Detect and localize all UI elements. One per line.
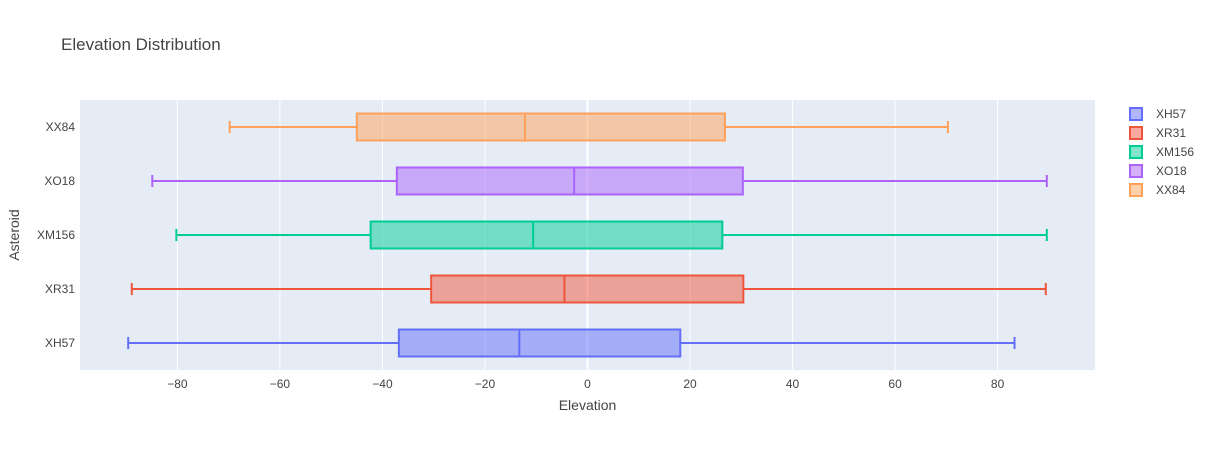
x-tick-label: 20 [683, 377, 697, 391]
legend-item-xx84[interactable]: XX84 [1129, 183, 1186, 197]
legend-item-xr31[interactable]: XR31 [1129, 126, 1186, 140]
legend-swatch [1129, 126, 1143, 140]
x-axis-ticks: −80 −60 −40 −20 0 20 40 60 80 [167, 377, 1004, 391]
legend-label: XH57 [1156, 107, 1186, 121]
iqr-box [355, 112, 726, 142]
y-tick-label: XH57 [45, 336, 75, 350]
x-axis-label: Elevation [559, 397, 617, 413]
x-tick-label: 80 [991, 377, 1005, 391]
y-axis-ticks: XH57 XR31 XM156 XO18 XX84 [37, 120, 75, 350]
y-tick-label: XR31 [45, 282, 75, 296]
chart-title: Elevation Distribution [61, 35, 221, 54]
iqr-box [369, 220, 724, 250]
box-xx84[interactable] [228, 112, 949, 142]
y-axis-label: Asteroid [6, 209, 22, 260]
legend-label: XX84 [1156, 183, 1186, 197]
x-tick-label: −40 [372, 377, 393, 391]
box-xo18[interactable] [151, 166, 1048, 196]
legend-swatch [1129, 183, 1143, 197]
box-xr31[interactable] [130, 274, 1047, 304]
legend-item-xh57[interactable]: XH57 [1129, 107, 1186, 121]
legend-swatch [1129, 164, 1143, 178]
iqr-box [395, 166, 744, 196]
x-tick-label: 60 [888, 377, 902, 391]
x-tick-label: −80 [167, 377, 188, 391]
iqr-box [397, 328, 682, 358]
box-xm156[interactable] [175, 220, 1048, 250]
legend-label: XM156 [1156, 145, 1194, 159]
legend-label: XO18 [1156, 164, 1187, 178]
legend-item-xo18[interactable]: XO18 [1129, 164, 1187, 178]
box-xh57[interactable] [127, 328, 1016, 358]
legend-label: XR31 [1156, 126, 1186, 140]
y-tick-label: XM156 [37, 228, 75, 242]
legend-item-xm156[interactable]: XM156 [1129, 145, 1194, 159]
y-tick-label: XO18 [44, 174, 75, 188]
legend-swatch [1129, 107, 1143, 121]
legend-swatch [1129, 145, 1143, 159]
x-tick-label: −60 [270, 377, 291, 391]
x-tick-label: −20 [475, 377, 496, 391]
legend[interactable]: XH57 XR31 XM156 XO18 XX84 [1129, 107, 1194, 197]
iqr-box [430, 274, 745, 304]
x-tick-label: 40 [786, 377, 800, 391]
y-tick-label: XX84 [46, 120, 76, 134]
boxes [127, 112, 1048, 358]
x-tick-label: 0 [584, 377, 591, 391]
